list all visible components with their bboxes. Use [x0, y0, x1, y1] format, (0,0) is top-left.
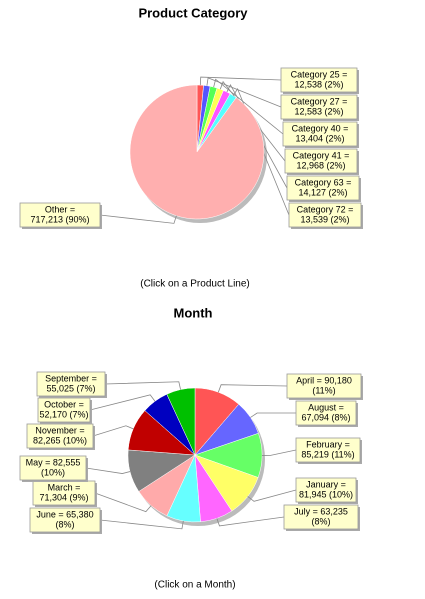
slice-label: May = 82,555: [26, 457, 81, 467]
leader-line: [217, 384, 288, 393]
label-box: [19, 202, 101, 228]
pie-slice[interactable]: [129, 84, 265, 220]
slice-label: June = 65,380: [36, 509, 93, 519]
label-box: [286, 175, 360, 201]
slice-label: Other =: [45, 204, 75, 214]
label-box: [280, 94, 358, 120]
slice-label: 12,583 (2%): [294, 106, 343, 116]
leader-line: [216, 516, 285, 527]
slice-label: 55,025 (7%): [46, 383, 95, 393]
leader-line: [261, 449, 297, 456]
slice-label: Category 25 =: [291, 69, 348, 79]
slice-label: Category 41 =: [293, 150, 350, 160]
slice-label: 12,538 (2%): [294, 79, 343, 89]
slice-label: July = 63,235: [294, 506, 348, 516]
label-box: [288, 202, 362, 228]
leader-line: [92, 425, 134, 437]
label-box: [295, 400, 357, 426]
label-box: [295, 477, 357, 503]
leader-line: [219, 80, 286, 162]
slice-label: November =: [35, 425, 84, 435]
leader-line: [213, 78, 284, 135]
slice-label: September =: [45, 373, 97, 383]
leader-line: [232, 88, 290, 216]
slice-label: 14,127 (2%): [298, 187, 347, 197]
label-box: [286, 373, 362, 399]
pie: April = 90,180(11%) August =67,094 (8%) Fe…: [19, 371, 363, 534]
leader-line: [99, 214, 177, 224]
slice-label: (10%): [41, 467, 65, 477]
slice-label: Category 27 =: [291, 96, 348, 106]
leader-line: [99, 519, 184, 530]
label-box: [26, 423, 94, 449]
slice-label: Category 63 =: [295, 177, 352, 187]
leader-line: [199, 76, 282, 86]
label-box: [295, 437, 361, 463]
slice-label: 13,404 (2%): [295, 133, 344, 143]
slice-label: 82,265 (10%): [33, 435, 87, 445]
label-box: [37, 397, 91, 423]
leader-line: [89, 394, 156, 411]
slice-label: Category 72 =: [297, 204, 354, 214]
leader-line: [226, 83, 288, 189]
slice-label: 85,219 (11%): [301, 449, 354, 459]
slice-label: 71,304 (9%): [39, 492, 88, 502]
label-box: [284, 148, 358, 174]
label-box: [282, 121, 358, 147]
label-box: [36, 371, 106, 397]
slice-label: January =: [306, 479, 346, 489]
chart-title: Month: [174, 305, 213, 320]
slice-label: 81,945 (10%): [299, 489, 353, 499]
slice-label: February =: [306, 439, 350, 449]
label-box: [29, 507, 101, 533]
chart-note[interactable]: (Click on a Month): [154, 580, 235, 591]
leader-line: [104, 381, 181, 390]
slice-label: (11%): [312, 385, 335, 395]
pie-slice[interactable]: [166, 387, 196, 456]
leader-line: [85, 467, 131, 474]
label-box: [19, 455, 87, 481]
slice-label: (8%): [55, 519, 74, 529]
slice-label: 13,539 (2%): [300, 214, 349, 224]
slice-label: (8%): [311, 516, 330, 526]
chart-title: Product Category: [138, 5, 248, 20]
slice-label: 67,094 (8%): [301, 412, 350, 422]
slice-label: April = 90,180: [296, 375, 352, 385]
leader-line: [250, 412, 297, 418]
leader-line: [206, 77, 282, 108]
leader-line: [94, 492, 152, 513]
slice-label: 12,968 (2%): [296, 160, 345, 170]
slice-label: Category 40 =: [292, 123, 349, 133]
label-box: [280, 67, 358, 93]
leader-line: [247, 489, 297, 502]
slice-label: August =: [308, 402, 344, 412]
label-box: [283, 504, 359, 530]
slice-label: 717,213 (90%): [30, 214, 89, 224]
slice-label: October =: [44, 399, 84, 409]
chart-note[interactable]: (Click on a Product Line): [140, 279, 250, 290]
slice-label: 52,170 (7%): [39, 409, 88, 419]
slice-label: March =: [48, 482, 81, 492]
pie: Category 25 =12,538 (2%)Category 27 =12,…: [19, 67, 363, 229]
